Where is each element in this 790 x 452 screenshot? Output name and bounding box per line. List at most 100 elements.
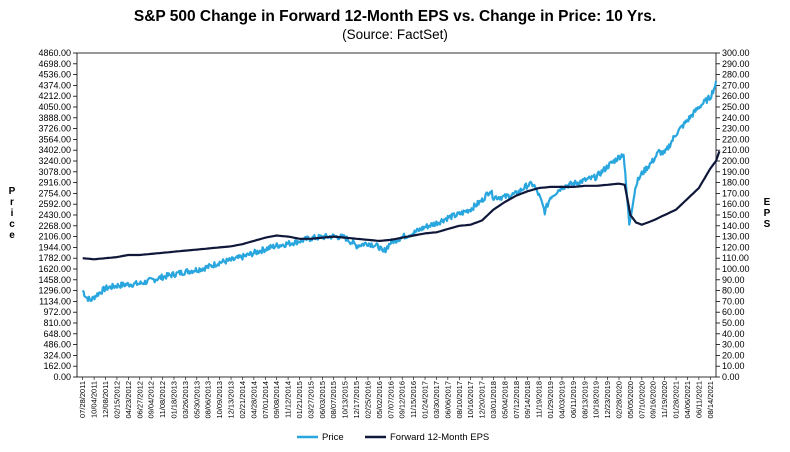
chart-subtitle: (Source: FactSet) bbox=[342, 27, 448, 42]
y-left-axis-label-letter: i bbox=[11, 208, 14, 219]
y-right-tick-label: 280.00 bbox=[722, 70, 750, 80]
y-right-tick-label: 160.00 bbox=[722, 199, 750, 209]
x-tick-label: 12/17/2015 bbox=[352, 381, 361, 419]
x-tick-label: 01/18/2013 bbox=[169, 381, 178, 419]
x-tick-label: 09/12/2016 bbox=[398, 381, 407, 419]
y-left-tick-label: 486.00 bbox=[43, 340, 71, 350]
x-tick-label: 02/15/2012 bbox=[112, 381, 121, 419]
y-left-tick-label: 2268.00 bbox=[38, 221, 71, 231]
y-left-tick-label: 4860.00 bbox=[38, 48, 71, 58]
x-tick-label: 06/11/2021 bbox=[694, 381, 703, 418]
x-tick-label: 05/04/2018 bbox=[500, 381, 509, 419]
y-left-tick-label: 1458.00 bbox=[38, 275, 71, 285]
x-tick-label: 03/26/2013 bbox=[181, 381, 190, 419]
x-tick-label: 10/09/2013 bbox=[215, 381, 224, 419]
x-tick-label: 06/03/2015 bbox=[318, 381, 327, 419]
y-left-tick-label: 162.00 bbox=[43, 361, 71, 371]
y-left-tick-label: 810.00 bbox=[43, 318, 71, 328]
y-right-tick-label: 220.00 bbox=[722, 134, 750, 144]
x-tick-label: 11/19/2018 bbox=[535, 381, 544, 418]
y-left-tick-label: 4698.00 bbox=[38, 59, 71, 69]
y-left-tick-label: 1296.00 bbox=[38, 286, 71, 296]
y-left-tick-label: 2430.00 bbox=[38, 210, 71, 220]
y-right-tick-label: 200.00 bbox=[722, 156, 750, 166]
y-right-tick-label: 210.00 bbox=[722, 145, 750, 155]
x-tick-label: 12/13/2013 bbox=[227, 381, 236, 419]
y-right-tick-label: 0.00 bbox=[722, 372, 740, 382]
y-left-tick-label: 4536.00 bbox=[38, 70, 71, 80]
x-tick-label: 11/08/2012 bbox=[158, 381, 167, 418]
y-left-tick-label: 3564.00 bbox=[38, 134, 71, 144]
y-right-tick-label: 260.00 bbox=[722, 91, 750, 101]
y-right-tick-label: 100.00 bbox=[722, 264, 750, 274]
x-tick-label: 08/10/2017 bbox=[455, 381, 464, 419]
y-left-tick-label: 1134.00 bbox=[39, 296, 71, 306]
legend-eps-label: Forward 12-Month EPS bbox=[390, 432, 489, 443]
y-right-tick-label: 50.00 bbox=[722, 318, 745, 328]
x-tick-label: 06/11/2019 bbox=[569, 381, 578, 418]
y-left-tick-label: 2916.00 bbox=[38, 178, 71, 188]
x-tick-label: 01/28/2021 bbox=[672, 381, 681, 419]
x-tick-label: 02/21/2014 bbox=[238, 381, 247, 419]
x-tick-label: 06/27/2012 bbox=[135, 381, 144, 419]
y-right-axis-label: EPS bbox=[764, 197, 771, 230]
y-right-tick-label: 10.00 bbox=[722, 361, 745, 371]
y-right-tick-label: 270.00 bbox=[722, 80, 750, 90]
y-left-tick-label: 2106.00 bbox=[38, 232, 71, 242]
y-right-tick-label: 130.00 bbox=[722, 232, 750, 242]
x-tick-label: 11/19/2020 bbox=[660, 381, 669, 418]
x-tick-label: 05/02/2016 bbox=[375, 381, 384, 419]
y-right-tick-label: 90.00 bbox=[722, 275, 745, 285]
x-tick-label: 10/13/2015 bbox=[341, 381, 350, 419]
y-right-tick-label: 250.00 bbox=[722, 102, 750, 112]
y-left-tick-label: 2592.00 bbox=[38, 199, 71, 209]
y-right-tick-label: 30.00 bbox=[722, 340, 745, 350]
x-tick-label: 12/23/2019 bbox=[603, 381, 612, 419]
x-tick-label: 07/10/2020 bbox=[637, 381, 646, 419]
plot-area bbox=[76, 52, 717, 378]
x-tick-label: 05/30/2013 bbox=[192, 381, 201, 419]
x-tick-label: 01/29/2019 bbox=[546, 381, 555, 419]
y-right-tick-label: 40.00 bbox=[722, 329, 745, 339]
y-right-tick-label: 240.00 bbox=[722, 113, 750, 123]
x-tick-label: 01/21/2015 bbox=[295, 381, 304, 419]
y-right-tick-label: 150.00 bbox=[722, 210, 750, 220]
x-tick-label: 03/01/2018 bbox=[489, 381, 498, 419]
x-tick-label: 07/07/2016 bbox=[386, 381, 395, 419]
y-left-tick-label: 4050.00 bbox=[38, 102, 71, 112]
x-tick-label: 08/14/2021 bbox=[706, 381, 715, 419]
y-right-tick-label: 60.00 bbox=[722, 307, 745, 317]
x-tick-label: 08/06/2013 bbox=[204, 381, 213, 419]
y-right-tick-label: 300.00 bbox=[722, 48, 750, 58]
x-tick-label: 05/05/2020 bbox=[626, 381, 635, 419]
y-right-tick-label: 70.00 bbox=[722, 296, 745, 306]
y-right-tick-label: 110.00 bbox=[722, 253, 749, 263]
y-left-tick-label: 3888.00 bbox=[38, 113, 71, 123]
y-left-tick-label: 648.00 bbox=[43, 329, 71, 339]
chart-title: S&P 500 Change in Forward 12-Month EPS v… bbox=[133, 8, 657, 25]
x-tick-label: 07/28/2011 bbox=[78, 381, 87, 418]
y-right-axis-label-letter: S bbox=[764, 219, 771, 230]
y-right-tick-label: 20.00 bbox=[722, 350, 745, 360]
x-tick-label: 08/07/2015 bbox=[329, 381, 338, 419]
x-tick-label: 10/16/2017 bbox=[466, 381, 475, 419]
y-left-tick-label: 3078.00 bbox=[38, 167, 71, 177]
y-left-axis-label: Price bbox=[9, 186, 16, 241]
y-left-tick-label: 0.00 bbox=[53, 372, 71, 382]
x-tick-label: 02/28/2020 bbox=[615, 381, 624, 419]
y-right-tick-label: 230.00 bbox=[722, 124, 750, 134]
y-left-tick-label: 1782.00 bbox=[38, 253, 71, 263]
y-left-tick-label: 4212.00 bbox=[38, 91, 71, 101]
y-right-axis-label-letter: P bbox=[764, 208, 771, 219]
y-right-tick-label: 120.00 bbox=[722, 242, 750, 252]
x-tick-label: 01/24/2017 bbox=[421, 381, 430, 419]
x-tick-label: 10/18/2019 bbox=[592, 381, 601, 419]
y-right-tick-label: 170.00 bbox=[722, 188, 750, 198]
x-tick-label: 04/03/2019 bbox=[557, 381, 566, 419]
y-left-tick-label: 2754.00 bbox=[38, 188, 71, 198]
y-left-tick-label: 3240.00 bbox=[38, 156, 71, 166]
y-right-tick-label: 290.00 bbox=[722, 59, 750, 69]
x-tick-label: 08/13/2019 bbox=[580, 381, 589, 419]
